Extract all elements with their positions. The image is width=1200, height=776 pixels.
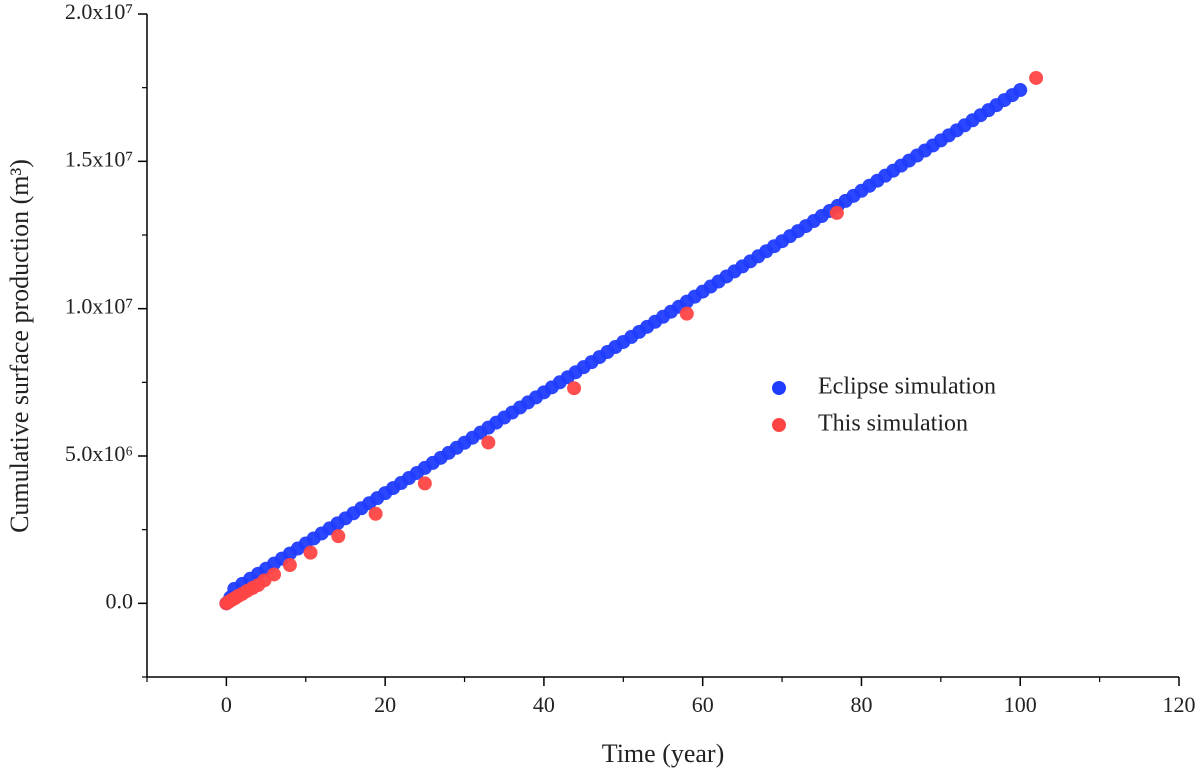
legend-label: Eclipse simulation [818, 374, 996, 400]
y-axis-label: Cumulative surface production (m³) [5, 159, 34, 533]
y-tick-label: 2.0x10⁷ [65, 0, 133, 24]
y-tick-label: 0.0 [106, 588, 134, 613]
legend-marker [772, 381, 786, 395]
point [303, 545, 318, 560]
x-tick-label: 40 [533, 692, 555, 717]
x-tick-label: 60 [692, 692, 714, 717]
point [267, 567, 282, 582]
point [1013, 83, 1028, 98]
point [331, 529, 346, 544]
y-tick-label: 1.5x10⁷ [65, 146, 133, 171]
point [829, 205, 844, 220]
x-tick-label: 0 [221, 692, 232, 717]
point [1029, 70, 1044, 85]
legend-marker [772, 418, 786, 432]
point [481, 435, 496, 450]
legend-label: This simulation [818, 411, 968, 437]
y-tick-label: 1.0x10⁷ [65, 294, 133, 319]
x-axis-label: Time (year) [602, 739, 725, 768]
x-tick-label: 100 [1004, 692, 1037, 717]
point [368, 506, 383, 521]
point [567, 381, 582, 396]
x-tick-label: 120 [1163, 692, 1196, 717]
point [417, 476, 432, 491]
point [679, 306, 694, 321]
x-tick-label: 80 [850, 692, 872, 717]
x-tick-label: 20 [374, 692, 396, 717]
point [282, 558, 297, 573]
y-tick-label: 5.0x10⁶ [65, 441, 133, 466]
